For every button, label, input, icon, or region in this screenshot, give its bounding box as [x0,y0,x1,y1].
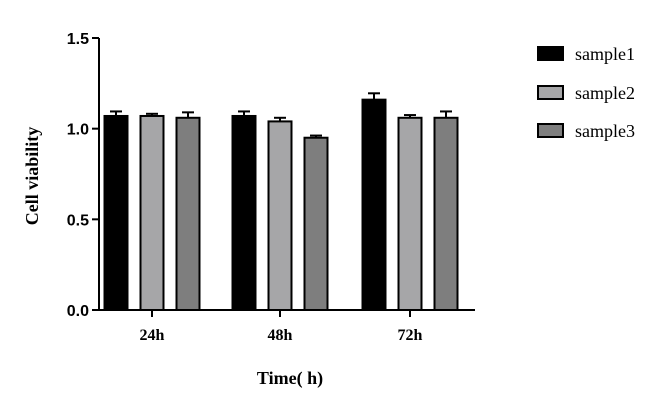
x-axis: 24h 48h 72h [98,309,475,344]
legend: sample1 sample2 sample3 [537,44,635,141]
legend-swatch-sample2 [537,85,564,100]
legend-label-sample2: sample2 [575,83,635,103]
bar-sample2-72h [397,116,423,311]
x-tick-label: 72h [398,327,423,344]
bar-sample3-24h [175,116,201,311]
bar-sample1-72h [361,98,387,311]
legend-label-sample1: sample1 [575,44,635,64]
bar-sample1-24h [103,114,129,312]
y-tick-label: 1.0 [67,122,89,139]
x-axis-title: Time( h) [257,368,323,389]
y-tick-label: 0.0 [67,303,89,320]
legend-label-sample3: sample3 [575,121,635,141]
bar-sample2-48h [267,120,293,311]
bar-sample1-48h [231,114,257,312]
legend-swatch-sample3 [537,123,564,138]
y-axis-title: Cell viability [22,127,42,226]
y-tick-label: 1.5 [67,31,89,48]
bar-sample2-24h [139,114,165,312]
legend-swatch-sample1 [537,46,564,61]
x-tick-label: 48h [268,327,293,344]
y-axis: 0.0 0.5 1.0 1.5 [67,31,100,320]
plot-area [103,92,459,312]
bar-sample3-48h [303,136,329,311]
y-tick-label: 0.5 [67,212,89,229]
x-tick-label: 24h [140,327,165,344]
bar-sample3-72h [433,116,459,311]
